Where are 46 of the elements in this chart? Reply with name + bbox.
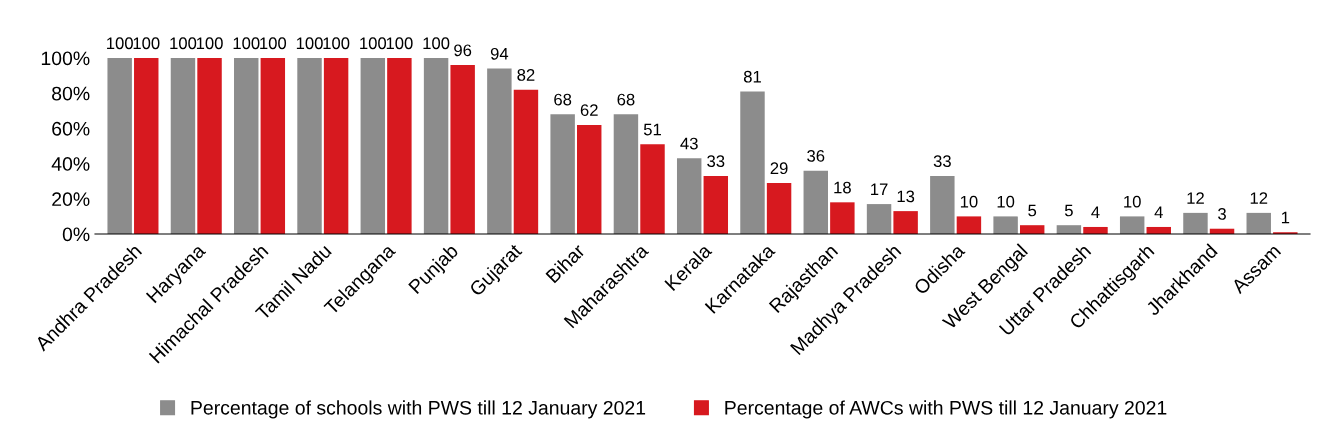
legend-label: Percentage of schools with PWS till 12 January 2021: [191, 400, 646, 419]
data-label: 51: [643, 123, 661, 136]
y-tick-label: 80%: [52, 86, 90, 101]
data-label: 100: [233, 37, 260, 50]
data-label: 96: [454, 44, 472, 57]
data-label: 100: [423, 37, 450, 50]
data-label: 100: [107, 37, 133, 50]
data-label: 10: [960, 195, 978, 208]
data-label: 36: [807, 149, 825, 162]
data-label: 17: [871, 183, 888, 196]
data-label: 18: [834, 181, 851, 194]
data-label: 62: [580, 104, 598, 117]
data-label: 5: [1064, 204, 1073, 217]
data-label: 100: [323, 37, 350, 50]
y-tick-label: 40%: [51, 157, 90, 171]
y-tick-label: 0%: [62, 227, 90, 242]
data-label: 100: [296, 37, 323, 50]
data-label: 100: [133, 37, 160, 50]
data-label: 3: [1218, 208, 1226, 220]
data-label: 68: [554, 93, 572, 106]
data-label: 100: [196, 37, 223, 50]
data-label: 4: [1091, 206, 1100, 218]
data-label: 100: [386, 37, 413, 50]
data-label: 4: [1154, 206, 1163, 218]
data-label: 100: [360, 37, 387, 50]
data-label: 12: [1187, 192, 1204, 204]
data-label: 13: [897, 190, 915, 203]
data-label: 10: [1124, 195, 1141, 208]
data-label: 100: [170, 37, 197, 50]
y-tick-label: 20%: [52, 192, 90, 207]
legend-label: Percentage of AWCs with PWS till 12 January 2021: [725, 400, 1167, 419]
data-label: 100: [260, 37, 287, 50]
data-label: 33: [933, 155, 951, 168]
data-label: 81: [743, 70, 761, 83]
data-label: 10: [997, 195, 1015, 208]
y-tick-label: 60%: [52, 121, 90, 136]
y-tick-label: 100%: [41, 51, 90, 66]
data-label: 12: [1250, 192, 1268, 204]
data-label: 1: [1281, 211, 1290, 224]
data-label: 29: [770, 162, 788, 175]
data-label: 94: [490, 47, 509, 60]
data-label: 68: [617, 93, 635, 106]
data-label: 33: [707, 155, 725, 168]
data-label: 43: [680, 137, 698, 150]
data-label: 5: [1028, 204, 1037, 217]
data-label: 82: [517, 69, 535, 81]
